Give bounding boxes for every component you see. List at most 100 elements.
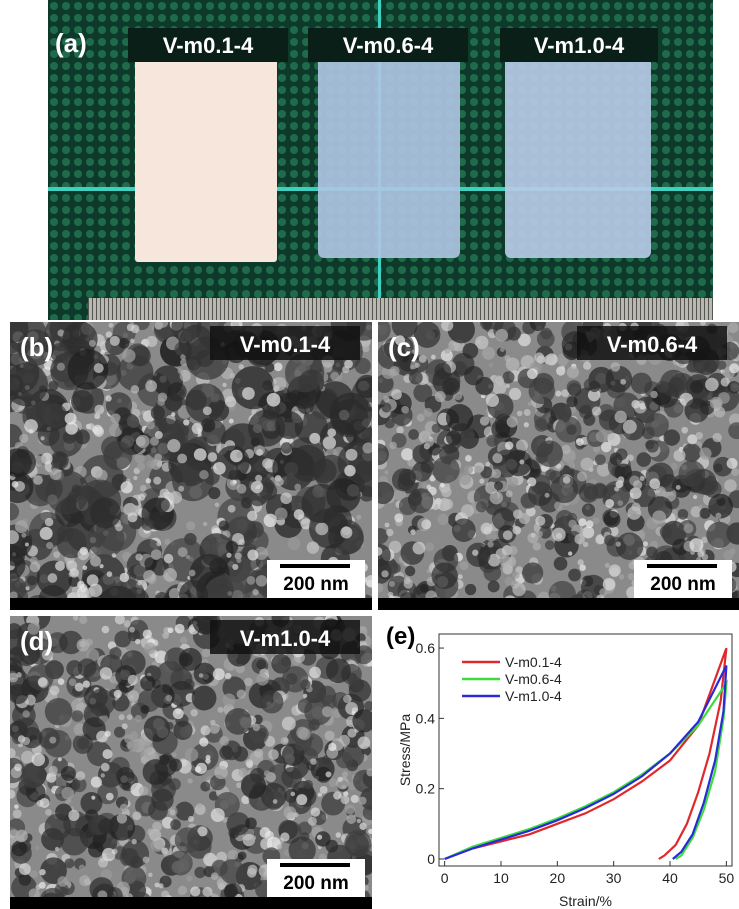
texture	[153, 477, 161, 485]
texture	[633, 480, 642, 489]
texture	[159, 883, 164, 888]
texture	[128, 675, 138, 685]
texture	[112, 553, 117, 558]
texture	[64, 858, 74, 868]
texture	[237, 689, 246, 698]
texture	[636, 452, 651, 467]
texture	[225, 396, 236, 407]
texture	[591, 483, 607, 499]
texture	[618, 476, 625, 483]
texture	[132, 811, 141, 820]
texture	[660, 526, 673, 539]
texture	[583, 362, 591, 370]
texture	[311, 807, 320, 816]
texture	[173, 708, 184, 719]
texture	[508, 546, 518, 556]
texture	[391, 389, 402, 400]
info-strip	[10, 897, 372, 909]
texture	[247, 576, 256, 585]
texture	[390, 563, 401, 574]
texture	[389, 442, 397, 450]
texture	[150, 437, 159, 446]
sample-name: V-m0.6-4	[607, 332, 698, 357]
texture	[328, 743, 336, 751]
texture	[318, 792, 322, 796]
texture	[50, 468, 62, 480]
texture	[405, 566, 415, 576]
texture	[107, 571, 113, 577]
texture	[604, 535, 615, 546]
sem-image: V-m0.1-4(b)200 nm	[0, 305, 390, 630]
texture	[262, 458, 273, 469]
texture	[137, 463, 145, 471]
texture	[412, 462, 432, 482]
texture	[255, 475, 262, 482]
panel-label: (e)	[386, 623, 415, 650]
texture	[298, 728, 310, 740]
texture	[362, 345, 369, 352]
texture	[309, 433, 320, 444]
texture	[392, 468, 415, 491]
texture	[315, 522, 328, 535]
texture	[128, 512, 138, 522]
texture	[94, 405, 104, 415]
texture	[273, 799, 278, 804]
texture	[16, 672, 21, 677]
texture	[524, 409, 531, 416]
texture	[465, 455, 472, 462]
texture	[536, 440, 563, 467]
texture	[260, 827, 271, 838]
texture	[336, 752, 353, 769]
sample-name: V-m1.0-4	[240, 626, 331, 651]
texture	[130, 339, 134, 343]
texture	[256, 575, 267, 586]
texture	[275, 478, 284, 487]
texture	[715, 513, 721, 519]
texture	[190, 709, 197, 716]
texture	[79, 875, 90, 886]
texture	[69, 678, 76, 685]
texture	[251, 481, 263, 493]
texture	[45, 809, 52, 816]
texture	[534, 352, 544, 362]
texture	[555, 391, 561, 397]
texture	[200, 782, 210, 792]
texture	[358, 797, 366, 805]
texture	[431, 355, 436, 360]
texture	[615, 411, 627, 423]
texture	[373, 583, 383, 593]
texture	[673, 449, 685, 461]
sample-name: V-m0.1-4	[240, 332, 331, 357]
sample-name: V-m0.6-4	[343, 33, 434, 58]
texture	[245, 817, 257, 829]
y-tick-label: 0.2	[416, 781, 436, 797]
texture	[717, 360, 727, 370]
texture	[434, 363, 451, 380]
texture	[120, 573, 129, 582]
texture	[169, 759, 182, 772]
panel-label: (a)	[55, 28, 87, 58]
texture	[30, 870, 38, 878]
texture	[8, 684, 28, 704]
sample-name: V-m0.1-4	[163, 33, 254, 58]
info-strip	[378, 598, 739, 610]
texture	[143, 856, 149, 862]
texture	[94, 427, 104, 437]
texture	[385, 523, 390, 528]
texture	[170, 819, 181, 830]
texture	[604, 511, 621, 528]
texture	[248, 410, 285, 447]
texture	[88, 423, 95, 430]
texture	[109, 647, 121, 659]
texture	[566, 425, 576, 435]
texture	[143, 759, 169, 785]
texture	[94, 363, 104, 373]
texture	[186, 521, 195, 530]
texture	[578, 518, 586, 526]
sample-block	[135, 40, 277, 262]
texture	[366, 768, 374, 776]
texture	[489, 363, 494, 368]
texture	[250, 768, 265, 783]
texture	[616, 533, 644, 561]
texture	[129, 627, 135, 633]
